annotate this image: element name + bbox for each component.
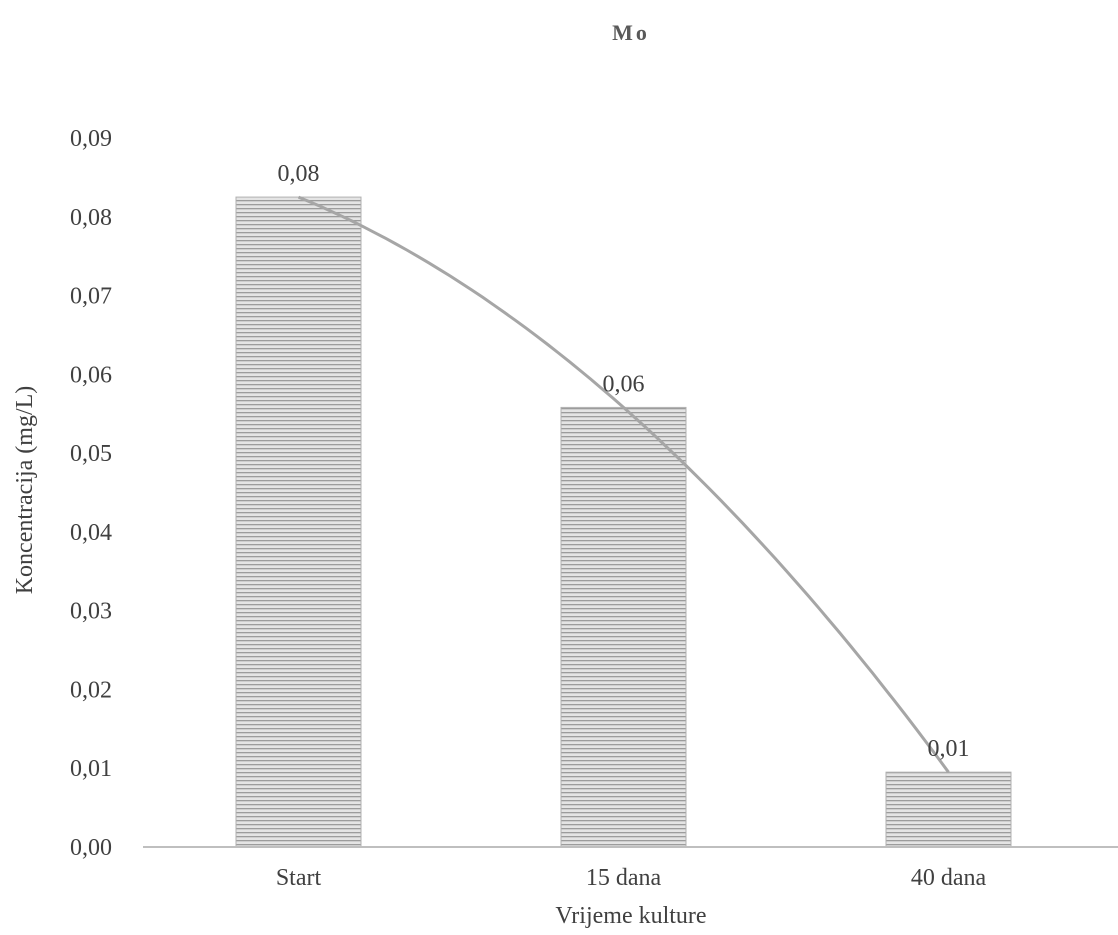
y-tick-label: 0,02	[70, 677, 112, 703]
y-tick-label: 0,00	[70, 835, 112, 861]
x-tick-label: Start	[276, 865, 322, 891]
bar-2	[885, 771, 1012, 848]
data-labels: 0,08 0,06 0,01	[278, 161, 970, 762]
chart-title: Mo	[612, 20, 650, 45]
y-tick-label: 0,01	[70, 756, 112, 782]
bar-1	[560, 406, 687, 848]
y-tick-label: 0,03	[70, 599, 112, 625]
y-tick-label: 0,06	[70, 362, 112, 388]
data-label: 0,08	[278, 161, 320, 187]
y-tick-label: 0,07	[70, 284, 112, 310]
y-tick-label: 0,05	[70, 441, 112, 467]
y-tick-labels: 0,00 0,01 0,02 0,03 0,04 0,05 0,06 0,07 0,08 0,09	[70, 126, 112, 861]
data-label: 0,06	[603, 371, 645, 397]
y-tick-label: 0,08	[70, 205, 112, 231]
trendline-path	[297, 195, 950, 774]
x-tick-label: 40 dana	[911, 865, 987, 891]
x-tick-label: 15 dana	[586, 865, 662, 891]
x-tick-labels: Start 15 dana 40 dana	[276, 865, 987, 891]
data-label: 0,01	[928, 736, 970, 762]
bar-0	[235, 196, 362, 848]
y-axis-label: Koncentracija (mg/L)	[12, 386, 38, 595]
y-tick-label: 0,04	[70, 520, 112, 546]
x-axis-label: Vrijeme kulture	[555, 903, 706, 929]
trendline	[297, 195, 950, 774]
y-tick-label: 0,09	[70, 126, 112, 152]
bars	[235, 196, 1012, 848]
